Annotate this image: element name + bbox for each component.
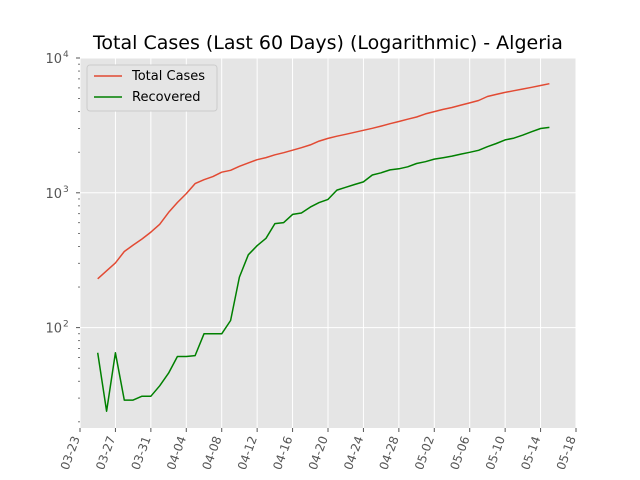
x-tick-label: 04-04 — [164, 434, 189, 472]
x-tick-label: 04-24 — [341, 434, 366, 472]
chart-title: Total Cases (Last 60 Days) (Logarithmic)… — [92, 32, 563, 54]
y-tick-exponent: 4 — [63, 50, 69, 60]
x-tick-label: 05-06 — [447, 434, 472, 472]
x-tick-label: 04-28 — [377, 434, 402, 472]
x-tick-label: 05-18 — [554, 434, 579, 472]
legend: Total Cases Recovered — [86, 64, 218, 112]
series-line-total-cases — [97, 82, 550, 280]
y-tick-exponent: 2 — [63, 320, 69, 330]
y-tick-exponent: 3 — [63, 185, 69, 195]
x-tick-label: 03-23 — [58, 434, 83, 472]
x-tick-label: 04-20 — [306, 434, 331, 472]
legend-label: Total Cases — [131, 69, 205, 84]
y-tick-label: 10 — [45, 52, 62, 67]
x-tick-label: 04-12 — [235, 434, 260, 472]
x-tick-label: 04-08 — [199, 434, 224, 472]
x-tick-label: 05-14 — [518, 434, 543, 472]
series-lines — [96, 82, 550, 412]
grid-lines — [79, 57, 577, 428]
x-tick-label: 05-02 — [412, 434, 437, 472]
series-line-recovered — [96, 126, 550, 412]
x-tick-label: 03-31 — [129, 434, 154, 472]
y-tick-label: 10 — [45, 322, 62, 337]
y-tick-label: 10 — [45, 187, 62, 202]
x-tick-label: 05-10 — [483, 434, 508, 472]
x-tick-label: 03-27 — [93, 434, 118, 472]
legend-label: Recovered — [132, 90, 201, 105]
x-tick-label: 04-16 — [270, 434, 295, 472]
